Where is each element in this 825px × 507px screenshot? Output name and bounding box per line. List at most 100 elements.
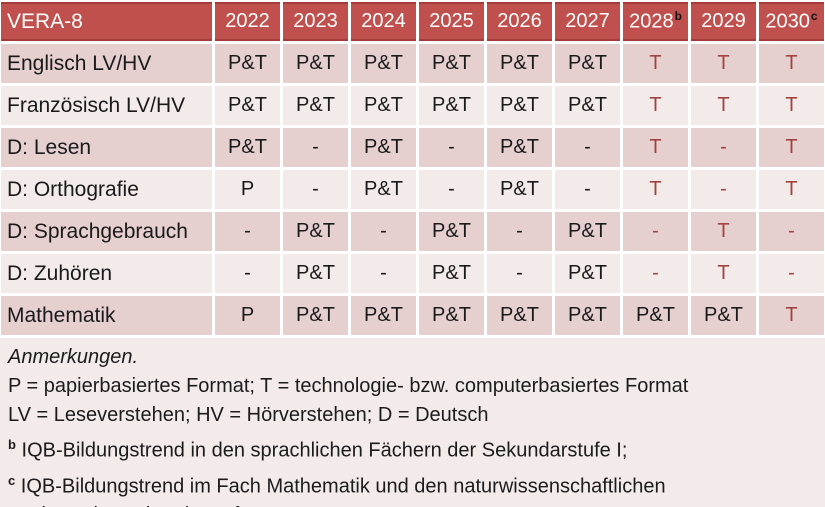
format-cell: P&T (283, 212, 348, 251)
table-header-row: VERA-8 2022 2023 2024 2025 2026 2027 2028b 2029… (1, 2, 824, 41)
year-column-header: 2024 (351, 2, 416, 41)
table-title: VERA-8 (1, 2, 212, 41)
format-cell: P&T (555, 212, 620, 251)
format-cell: P&T (623, 296, 688, 335)
year-column-header: 2022 (215, 2, 280, 41)
row-label: D: Lesen (1, 128, 212, 167)
table-row: Englisch LV/HV P&T P&T P&T P&T P&T P&T T T T (1, 44, 824, 83)
format-cell: - (623, 254, 688, 293)
format-cell: P&T (487, 128, 552, 167)
format-cell: P&T (351, 86, 416, 125)
format-cell: T (691, 254, 756, 293)
format-cell: P (215, 296, 280, 335)
footnote-marker: c (810, 9, 818, 24)
format-cell: - (419, 170, 484, 209)
format-cell: P&T (283, 296, 348, 335)
year-column-header: 2028b (623, 2, 688, 41)
format-cell: P&T (215, 128, 280, 167)
format-cell: - (215, 212, 280, 251)
format-cell: P&T (555, 86, 620, 125)
table-row: D: Lesen P&T - P&T - P&T - T - T (1, 128, 824, 167)
format-cell: P&T (419, 86, 484, 125)
format-cell: - (759, 254, 824, 293)
format-cell: P&T (215, 44, 280, 83)
table-header: VERA-8 2022 2023 2024 2025 2026 2027 2028b 2029… (1, 2, 824, 41)
table-body: Englisch LV/HV P&T P&T P&T P&T P&T P&T T T T Franz… (1, 44, 824, 335)
format-cell: - (623, 212, 688, 251)
format-cell: - (487, 212, 552, 251)
format-cell: - (283, 128, 348, 167)
row-label: Französisch LV/HV (1, 86, 212, 125)
format-cell: T (759, 128, 824, 167)
format-cell: - (691, 128, 756, 167)
format-cell: T (623, 44, 688, 83)
format-cell: T (759, 44, 824, 83)
format-cell: P (215, 170, 280, 209)
year-column-header: 2023 (283, 2, 348, 41)
format-cell: P&T (351, 296, 416, 335)
format-cell: - (555, 128, 620, 167)
format-cell: - (351, 212, 416, 251)
format-cell: - (759, 212, 824, 251)
format-cell: - (487, 254, 552, 293)
format-cell: P&T (555, 44, 620, 83)
format-cell: T (759, 296, 824, 335)
year-column-header: 2029 (691, 2, 756, 41)
year-column-header: 2030c (759, 2, 824, 41)
footnote-marker: c (8, 472, 16, 488)
format-cell: P&T (487, 86, 552, 125)
row-label: D: Sprachgebrauch (1, 212, 212, 251)
format-cell: - (419, 128, 484, 167)
format-cell: P&T (283, 86, 348, 125)
format-cell: T (623, 170, 688, 209)
note-line: Fächern der Sekundarstufe I (8, 501, 817, 507)
format-cell: P&T (351, 128, 416, 167)
format-cell: T (623, 86, 688, 125)
format-cell: P&T (215, 86, 280, 125)
format-cell: P&T (555, 254, 620, 293)
format-cell: P&T (487, 296, 552, 335)
table-row: D: Orthografie P - P&T - P&T - T - T (1, 170, 824, 209)
row-label: Englisch LV/HV (1, 44, 212, 83)
table-row: Mathematik P P&T P&T P&T P&T P&T P&T P&T T (1, 296, 824, 335)
format-cell: - (283, 170, 348, 209)
format-cell: T (691, 212, 756, 251)
format-cell: P&T (351, 170, 416, 209)
format-cell: T (623, 128, 688, 167)
format-cell: P&T (419, 296, 484, 335)
footnote-marker: b (674, 9, 682, 24)
footnote-marker: b (8, 437, 16, 452)
note-line: b IQB-Bildungstrend in den sprachlichen … (8, 437, 628, 462)
format-cell: P&T (691, 296, 756, 335)
format-cell: T (759, 170, 824, 209)
format-cell: T (759, 86, 824, 125)
table-row: D: Zuhören - P&T - P&T - P&T - T - (1, 254, 824, 293)
format-cell: P&T (283, 254, 348, 293)
format-cell: P&T (351, 44, 416, 83)
note-line: c IQB-Bildungstrend im Fach Mathematik u… (8, 472, 666, 498)
table-row: Französisch LV/HV P&T P&T P&T P&T P&T P&T T T T (1, 86, 824, 125)
format-cell: P&T (419, 254, 484, 293)
format-cell: - (351, 254, 416, 293)
format-cell: - (691, 170, 756, 209)
note-line: P = papierbasiertes Format; T = technolo… (8, 375, 689, 397)
year-column-header: 2025 (419, 2, 484, 41)
format-cell: P&T (283, 44, 348, 83)
format-cell: P&T (487, 44, 552, 83)
row-label: D: Orthografie (1, 170, 212, 209)
note-line: LV = Leseverstehen; HV = Hörverstehen; D… (8, 404, 489, 426)
notes-section: Anmerkungen. P = papierbasiertes Format; … (0, 338, 825, 507)
note-line: Anmerkungen. (8, 346, 139, 368)
format-cell: T (691, 86, 756, 125)
row-label: Mathematik (1, 296, 212, 335)
format-cell: - (215, 254, 280, 293)
year-column-header: 2027 (555, 2, 620, 41)
row-label: D: Zuhören (1, 254, 212, 293)
year-column-header: 2026 (487, 2, 552, 41)
vera8-format-table: VERA-8 2022 2023 2024 2025 2026 2027 2028b 2029… (1, 2, 824, 335)
format-cell: T (691, 44, 756, 83)
format-cell: P&T (419, 44, 484, 83)
table-row: D: Sprachgebrauch - P&T - P&T - P&T - T - (1, 212, 824, 251)
format-cell: P&T (419, 212, 484, 251)
